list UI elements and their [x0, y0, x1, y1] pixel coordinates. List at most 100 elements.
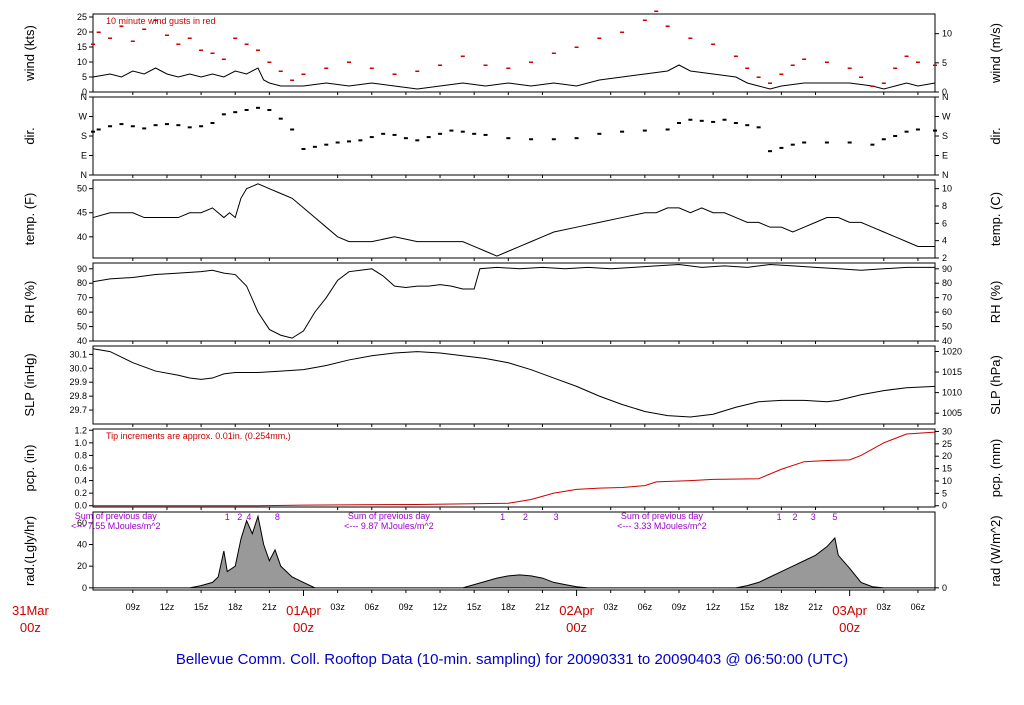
- wind-gust-point: [870, 85, 875, 87]
- wind-annotation: 10 minute wind gusts in red: [106, 16, 216, 26]
- wind-gust-point: [847, 67, 852, 69]
- wind-gust-point: [142, 28, 147, 30]
- dir-point: [369, 136, 374, 139]
- wind-panel-frame: [92, 13, 936, 93]
- wind-gust-point: [176, 43, 181, 45]
- temp-ytick-label-left: 45: [77, 208, 87, 218]
- pcp-ytick-label-left: 0.6: [74, 463, 87, 473]
- day-marker-hour: 00z: [20, 620, 41, 635]
- rh-ytick-label-left: 50: [77, 322, 87, 332]
- wind-gust-point: [597, 37, 602, 39]
- wind-ytick-label-left: 15: [77, 42, 87, 52]
- dir-point: [176, 124, 181, 127]
- dir-point: [904, 130, 909, 133]
- temp-ytick-label-right: 10: [942, 184, 952, 194]
- rad-tip-marker: 1: [777, 512, 782, 522]
- dir-point: [96, 128, 101, 131]
- wind-series-line: [92, 64, 936, 90]
- dir-point: [790, 143, 795, 146]
- dir-point: [153, 124, 158, 127]
- rh-ylabel-left: RH (%): [22, 281, 37, 324]
- dir-ylabel-right: dir.: [988, 127, 1003, 144]
- dir-point: [164, 123, 169, 126]
- rad-tip-marker: 4: [246, 512, 251, 522]
- wind-gust-point: [153, 19, 158, 21]
- wind-gust-point: [290, 79, 295, 81]
- dir-point: [335, 141, 340, 144]
- slp-ytick-label-right: 1010: [942, 388, 962, 398]
- day-marker-hour: 00z: [839, 620, 860, 635]
- wind-gust-point: [756, 76, 761, 78]
- rh-ytick-label-right: 80: [942, 278, 952, 288]
- dir-point: [108, 125, 113, 128]
- dir-point: [130, 125, 135, 128]
- dir-point: [768, 150, 773, 153]
- day-marker-date: 01Apr: [286, 603, 321, 618]
- dir-point: [426, 136, 431, 139]
- dir-point: [199, 125, 204, 128]
- rad-tip-marker: 2: [793, 512, 798, 522]
- dir-point: [142, 127, 147, 130]
- rad-ytick-label-left: 60: [77, 518, 87, 528]
- slp-series-line: [92, 348, 936, 418]
- day-marker-hour: 00z: [566, 620, 587, 635]
- rad-ylabel-right: rad (W/m^2): [988, 515, 1003, 586]
- dir-ytick-label-left: W: [79, 112, 88, 122]
- dir-point: [221, 113, 226, 116]
- wind-gust-point: [654, 10, 659, 12]
- rh-ytick-label-left: 80: [77, 278, 87, 288]
- temp-ytick-label-right: 6: [942, 218, 947, 228]
- dir-point: [802, 141, 807, 144]
- dir-point: [933, 129, 937, 132]
- wind-gust-point: [802, 58, 807, 60]
- wind-gust-point: [620, 31, 625, 33]
- dir-point: [779, 146, 784, 149]
- dir-point: [460, 130, 465, 133]
- wind-gust-point: [96, 31, 101, 33]
- pcp-ytick-label-right: 30: [942, 426, 952, 436]
- rad-area: [93, 514, 935, 589]
- rad-sum-label: Sum of previous day: [75, 511, 158, 521]
- rh-ytick-label-right: 40: [942, 336, 952, 346]
- wind-gust-point: [893, 67, 898, 69]
- xtick-label: 21z: [262, 602, 277, 612]
- wind-gust-point: [915, 61, 920, 63]
- wind-gust-point: [369, 67, 374, 69]
- dir-point: [915, 128, 920, 131]
- dir-point: [506, 137, 511, 140]
- dir-ytick-label-right: S: [942, 131, 948, 141]
- wind-gust-point: [301, 73, 306, 75]
- pcp-ytick-label-left: 1.0: [74, 438, 87, 448]
- dir-point: [870, 143, 875, 146]
- temp-series-line: [92, 183, 935, 257]
- dir-point: [881, 138, 886, 141]
- dir-point: [529, 138, 534, 141]
- xtick-label: 15z: [194, 602, 209, 612]
- wind-gust-point: [688, 37, 693, 39]
- chart-title: Bellevue Comm. Coll. Rooftop Data (10-mi…: [175, 651, 849, 668]
- dir-point: [449, 129, 454, 132]
- wind-gust-point: [438, 64, 443, 66]
- xtick-label: 06z: [638, 602, 653, 612]
- rad-sum-value: <--- 9.87 MJoules/m^2: [344, 521, 434, 531]
- rad-tip-marker: 8: [275, 512, 280, 522]
- wind-gust-point: [768, 82, 773, 84]
- xtick-label: 18z: [501, 602, 516, 612]
- rad-panel-frame: [92, 511, 936, 591]
- wind-ytick-label-left: 20: [77, 27, 87, 37]
- wind-gust-point: [415, 70, 420, 72]
- temp-panel-frame: [92, 179, 936, 259]
- wind-gust-point: [164, 34, 169, 36]
- wind-ylabel-left: wind (kts): [22, 25, 37, 82]
- wind-gust-point: [324, 67, 329, 69]
- dir-point: [688, 118, 693, 121]
- dir-point: [574, 137, 579, 140]
- xtick-label: 12z: [433, 602, 448, 612]
- wind-gust-point: [506, 67, 511, 69]
- rad-tip-marker: 1: [225, 512, 230, 522]
- slp-panel-frame: [92, 345, 936, 425]
- wind-gust-point: [210, 52, 215, 54]
- xtick-label: 09z: [672, 602, 687, 612]
- rad-tip-marker: 3: [554, 512, 559, 522]
